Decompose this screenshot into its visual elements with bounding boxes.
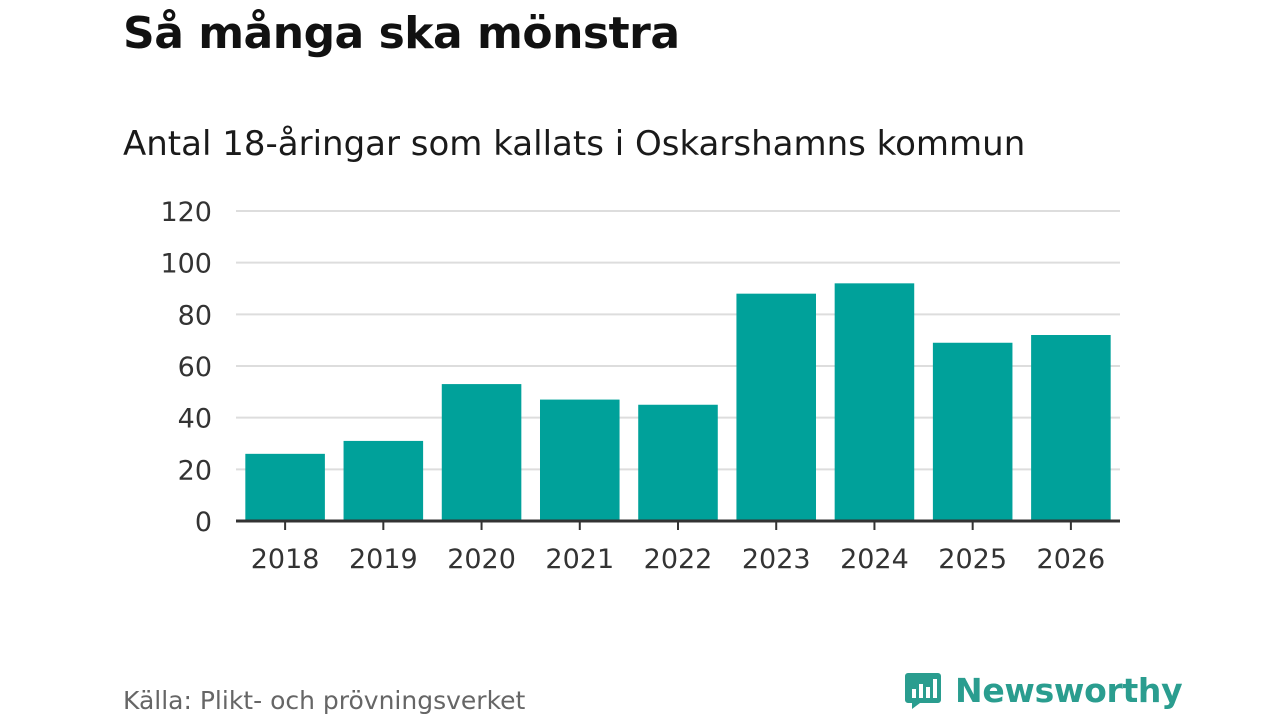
x-tick-label: 2023 [742, 544, 811, 575]
chart-title: Så många ska mönstra [123, 8, 680, 59]
x-tick-label: 2025 [938, 544, 1007, 575]
newsworthy-logo-icon [905, 673, 941, 709]
chart-subtitle: Antal 18-åringar som kallats i Oskarsham… [123, 124, 1026, 164]
y-tick-label: 40 [178, 404, 212, 435]
bar-2026 [1031, 335, 1111, 521]
x-tick-label: 2020 [447, 544, 516, 575]
bar-2022 [638, 404, 718, 521]
y-tick-label: 20 [178, 455, 212, 486]
bar-2023 [736, 293, 817, 521]
x-tick-label: 2021 [545, 544, 614, 575]
source-note: Källa: Plikt- och prövningsverket [123, 686, 526, 715]
bar-2025 [932, 342, 1013, 521]
x-tick-label: 2018 [251, 544, 320, 575]
y-tick-label: 0 [195, 507, 212, 538]
brand: Newsworthy [903, 670, 1183, 710]
x-tick-label: 2019 [349, 544, 418, 575]
bar-2021 [539, 399, 620, 521]
x-tick-label: 2022 [644, 544, 713, 575]
y-tick-label: 60 [178, 352, 212, 383]
bar-2018 [245, 453, 325, 521]
y-tick-label: 120 [160, 197, 212, 228]
y-tick-label: 100 [160, 249, 212, 280]
bar-2024 [834, 283, 915, 521]
bar-2019 [343, 440, 424, 521]
brand-name: Newsworthy [955, 670, 1183, 710]
x-tick-label: 2024 [840, 544, 909, 575]
y-tick-label: 80 [178, 300, 212, 331]
x-tick-label: 2026 [1037, 544, 1106, 575]
bar-2020 [441, 384, 522, 521]
